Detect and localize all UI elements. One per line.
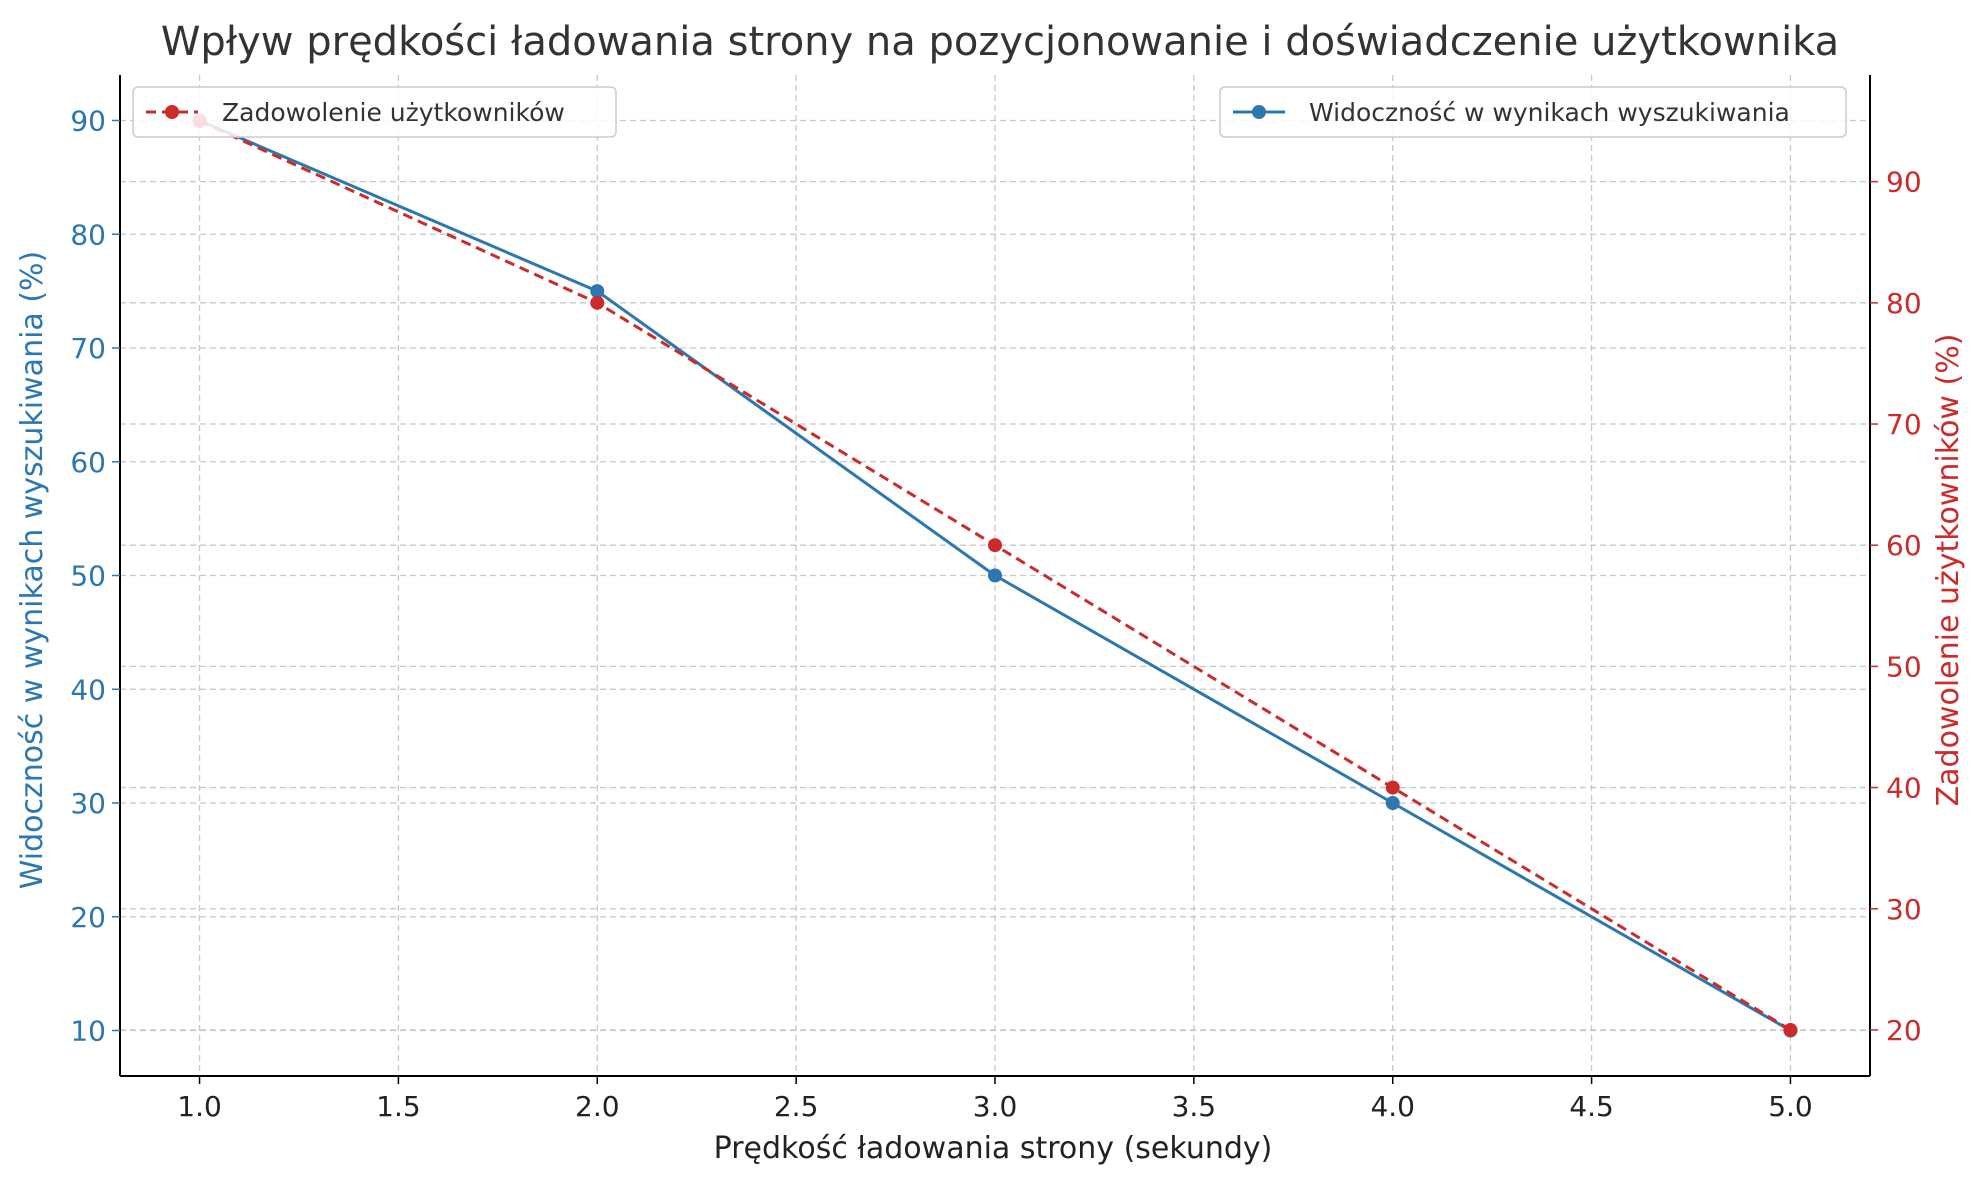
y-tick-label-right: 30 [1886,893,1922,926]
y-tick-label-right: 90 [1886,166,1922,199]
y-tick-label-right: 20 [1886,1014,1922,1047]
series-0-point [988,568,1002,583]
y-axis-label-left: Widoczność w wynikach wyszukiwania (%) [15,251,50,889]
y-tick-label-left: 80 [70,218,106,251]
legend-widocznosc: Widoczność w wynikach wyszukiwania [1219,86,1847,138]
legend-label-zadowolenie: Zadowolenie użytkowników [222,98,565,127]
y-tick-label-right: 50 [1886,650,1922,683]
y-tick-label-left: 40 [70,673,106,706]
x-tick-label: 2.0 [575,1090,620,1123]
legend-box [1219,86,1847,138]
legend-zadowolenie: Zadowolenie użytkowników [132,86,617,138]
y-tick-label-left: 70 [70,332,106,365]
series-1-point [1783,1022,1798,1037]
legend-label-widocznosc: Widoczność w wynikach wyszukiwania [1309,98,1790,127]
y-tick-label-right: 80 [1886,287,1922,320]
chart-title: Wpływ prędkości ładowania strony na pozy… [161,19,1839,65]
y-tick-label-left: 10 [70,1015,106,1048]
x-tick-label: 1.5 [376,1090,421,1123]
legend-box [132,86,617,138]
x-tick-label: 3.0 [973,1090,1018,1123]
legend-marker-zadowolenie [165,105,179,119]
series-0-point [590,284,605,299]
x-tick-label: 5.0 [1768,1090,1813,1123]
x-tick-label: 2.5 [774,1090,819,1123]
x-axis-label: Prędkość ładowania strony (sekundy) [714,1131,1273,1166]
x-tick-label: 4.5 [1569,1090,1614,1123]
series-1-point [1385,780,1400,795]
y-axis-label-right: Zadowolenie użytkowników (%) [1931,334,1966,807]
x-tick-label: 1.0 [177,1090,222,1123]
y-tick-label-right: 60 [1886,529,1922,562]
y-tick-label-left: 20 [70,901,106,934]
y-tick-label-left: 60 [70,446,106,479]
ticks: 1.0 1.5 2.0 2.5 3.0 3.5 4.0 4.5 5.0 10 20 30 40 50 60 7… [70,105,1921,1124]
series-1-point [988,538,1002,553]
x-tick-label: 4.0 [1370,1090,1415,1123]
series-1-point [590,295,605,310]
y-tick-label-left: 90 [70,105,106,138]
y-tick-label-left: 30 [70,787,106,820]
y-tick-label-left: 50 [70,560,106,593]
y-tick-label-right: 70 [1886,408,1922,441]
y-tick-label-right: 40 [1886,772,1922,805]
series-0-point [1385,796,1400,810]
legend-marker-widocznosc [1252,105,1266,119]
x-tick-label: 3.5 [1172,1090,1217,1123]
